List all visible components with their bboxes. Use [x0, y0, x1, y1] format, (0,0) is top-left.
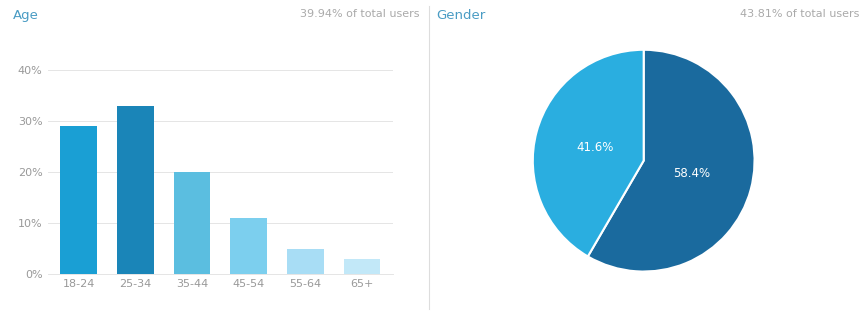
- Wedge shape: [588, 50, 754, 272]
- Text: Age: Age: [13, 9, 39, 22]
- Bar: [117, 106, 154, 274]
- Wedge shape: [533, 50, 644, 256]
- Text: Gender: Gender: [436, 9, 486, 22]
- Bar: [344, 259, 380, 274]
- Text: 41.6%: 41.6%: [577, 141, 614, 154]
- Bar: [287, 249, 324, 274]
- Bar: [174, 172, 211, 274]
- Text: 39.94% of total users: 39.94% of total users: [300, 9, 419, 20]
- Bar: [230, 218, 267, 274]
- Text: 58.4%: 58.4%: [673, 167, 710, 180]
- Bar: [60, 126, 97, 274]
- Text: 43.81% of total users: 43.81% of total users: [740, 9, 860, 20]
